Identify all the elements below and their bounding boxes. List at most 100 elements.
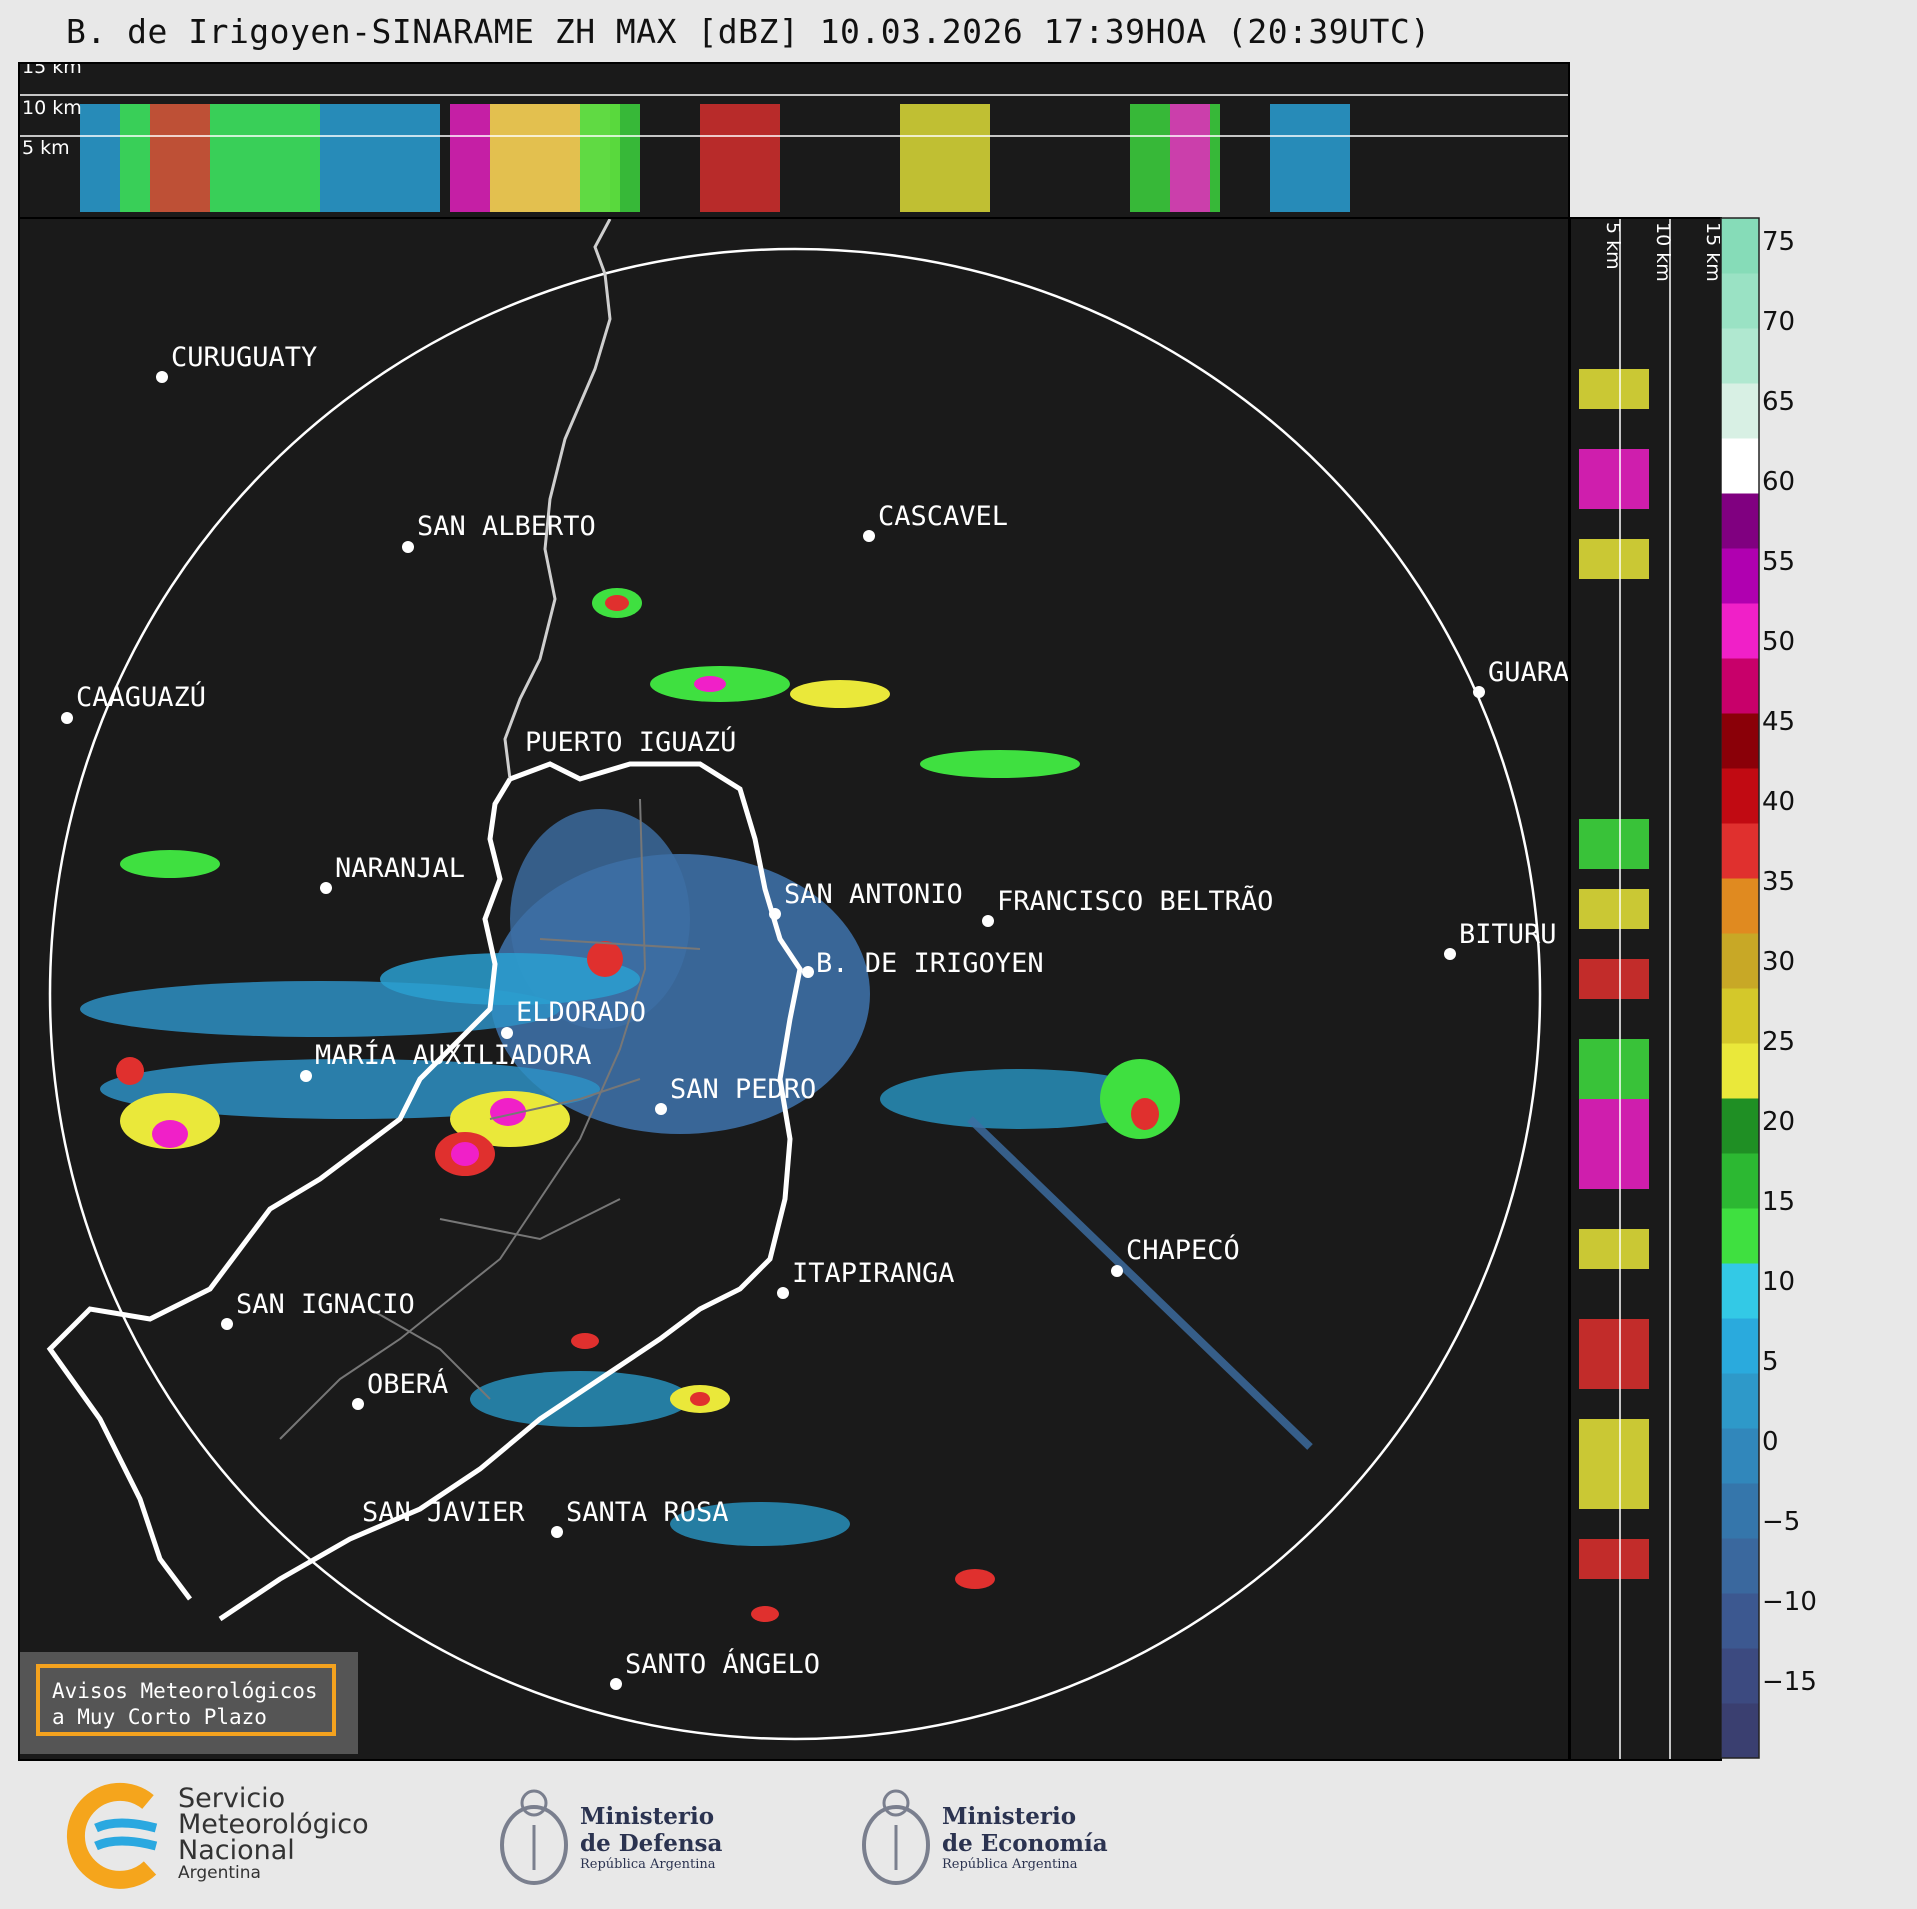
cell-center-3-core xyxy=(451,1142,479,1166)
city-label-naranjal: NARANJAL xyxy=(335,853,465,884)
colorbar-segment xyxy=(1721,658,1759,714)
cross-section-echo xyxy=(1579,1539,1649,1579)
colorbar-segment xyxy=(1721,218,1759,274)
colorbar-segment xyxy=(1721,1153,1759,1209)
national-coat-of-arms-icon xyxy=(500,1789,568,1885)
colorbar-tick-label: 75 xyxy=(1762,227,1796,257)
colorbar-segment xyxy=(1721,493,1759,549)
colorbar-tick-label: −10 xyxy=(1762,1587,1817,1617)
city-label-guara: GUARA xyxy=(1488,657,1568,688)
cell-west-1 xyxy=(120,850,220,878)
cell-center-2-core xyxy=(490,1098,526,1126)
cross-section-echo xyxy=(1579,819,1649,869)
colorbar-segment xyxy=(1721,273,1759,329)
economia-line3: República Argentina xyxy=(942,1857,1078,1872)
colorbar-segment xyxy=(1721,878,1759,934)
radar-map: CURUGUATY SAN ALBERTO CASCAVEL CAAGUAZÚ … xyxy=(46,219,1568,1741)
city-marker-eldorado xyxy=(501,1027,513,1039)
echo-spike-southeast xyxy=(967,1116,1313,1450)
cell-east-1-core xyxy=(1131,1098,1159,1130)
city-marker-bituru xyxy=(1444,948,1456,960)
echo-column xyxy=(1579,369,1649,1579)
colorbar-tick-label: 10 xyxy=(1762,1267,1796,1297)
cell-north-3 xyxy=(790,680,890,708)
city-label-san-antonio: SAN ANTONIO xyxy=(784,879,963,910)
cell-south-1-core xyxy=(690,1392,710,1406)
cell-south-4 xyxy=(571,1333,599,1349)
city-label-bituru: BITURU xyxy=(1459,919,1557,950)
city-label-obera: OBERÁ xyxy=(367,1368,448,1400)
cross-section-echo xyxy=(900,104,990,212)
international-border-paraguay-brazil xyxy=(503,219,612,780)
cross-section-echo xyxy=(1579,1039,1649,1099)
echo-band xyxy=(80,104,1350,212)
colorbar-segment xyxy=(1721,603,1759,659)
city-label-eldorado: ELDORADO xyxy=(516,997,646,1028)
height-label-15km: 15 km xyxy=(22,64,82,78)
city-label-santo-angelo: SANTO ÁNGELO xyxy=(625,1648,820,1680)
cell-southwest-1-core xyxy=(152,1120,188,1148)
colorbar-segment xyxy=(1721,1373,1759,1429)
smn-name-line3: Nacional xyxy=(178,1835,295,1866)
colorbar-tick-label: 50 xyxy=(1762,627,1796,657)
smn-logo: Servicio Meteorológico Nacional Argentin… xyxy=(58,1780,388,1890)
colorbar-segment xyxy=(1721,713,1759,769)
colorbar-tick-label: 70 xyxy=(1762,307,1796,337)
colorbar-segment xyxy=(1721,328,1759,384)
height-label-5km-vertical: 5 km xyxy=(1602,222,1624,270)
colorbar-segment xyxy=(1721,1483,1759,1539)
colorbar-segment xyxy=(1721,383,1759,439)
map-title: B. de Irigoyen-SINARAME ZH MAX [dBZ] 10.… xyxy=(66,12,1431,51)
city-marker-san-ignacio xyxy=(221,1318,233,1330)
colorbar-segment xyxy=(1721,1208,1759,1264)
city-label-santa-rosa: SANTA ROSA xyxy=(566,1497,729,1528)
city-label-san-pedro: SAN PEDRO xyxy=(670,1074,816,1105)
colorbar-segment xyxy=(1721,1538,1759,1594)
city-marker-caaguazu xyxy=(61,712,73,724)
height-label-10km-vertical: 10 km xyxy=(1652,222,1674,282)
colorbar-tick-label: 5 xyxy=(1762,1347,1779,1377)
smn-name-line2: Meteorológico xyxy=(178,1809,369,1840)
cross-section-echo xyxy=(1579,1419,1649,1509)
city-marker-francisco-beltrao xyxy=(982,915,994,927)
smn-name-line1: Servicio xyxy=(178,1783,286,1814)
colorbar-segment xyxy=(1721,548,1759,604)
echo-band-east xyxy=(880,1069,1160,1129)
announcement-frame: Avisos Meteorológicos a Muy Corto Plazo xyxy=(36,1664,336,1736)
city-marker-guara xyxy=(1473,686,1485,698)
city-label-cascavel: CASCAVEL xyxy=(878,501,1008,532)
cross-section-echo xyxy=(150,104,210,212)
height-label-15km-vertical: 15 km xyxy=(1702,222,1720,282)
border-misiones xyxy=(46,777,513,1601)
echo-band-mid xyxy=(380,953,640,1005)
national-coat-of-arms-icon xyxy=(862,1789,930,1885)
colorbar-segment xyxy=(1721,988,1759,1044)
city-marker-curuguaty xyxy=(156,371,168,383)
city-marker-maria-auxiliadora xyxy=(300,1070,312,1082)
defensa-line2: de Defensa xyxy=(580,1830,723,1857)
cross-section-echo xyxy=(1579,1099,1649,1189)
department-borders xyxy=(279,798,701,1440)
echo-band-far-south xyxy=(670,1502,850,1546)
colorbar-segment xyxy=(1721,1098,1759,1154)
cell-south-3 xyxy=(751,1606,779,1622)
colorbar-tick-label: 0 xyxy=(1762,1427,1779,1457)
city-marker-santa-rosa xyxy=(551,1526,563,1538)
announcement-box[interactable]: Avisos Meteorológicos a Muy Corto Plazo xyxy=(20,1652,358,1754)
echo-band-south xyxy=(470,1371,690,1427)
top-cross-section-plot: 15 km 10 km 5 km xyxy=(20,64,1568,212)
cross-section-echo xyxy=(1579,369,1649,409)
city-marker-obera xyxy=(352,1398,364,1410)
announcement-text: Avisos Meteorológicos a Muy Corto Plazo xyxy=(52,1679,318,1729)
colorbar-tick-label: −15 xyxy=(1762,1667,1817,1697)
defensa-line1: Ministerio xyxy=(580,1803,715,1830)
colorbar-tick-label: 40 xyxy=(1762,787,1796,817)
city-label-san-ignacio: SAN IGNACIO xyxy=(236,1289,415,1320)
side-cross-section-plot: 5 km 10 km 15 km xyxy=(1579,219,1720,1759)
colorbar-tick-label: 60 xyxy=(1762,467,1796,497)
colorbar-tick-label: 35 xyxy=(1762,867,1796,897)
colorbar-segment xyxy=(1721,438,1759,494)
cross-section-echo xyxy=(1579,449,1649,509)
cell-east-1 xyxy=(1100,1059,1180,1139)
height-label-5km: 5 km xyxy=(22,137,70,159)
